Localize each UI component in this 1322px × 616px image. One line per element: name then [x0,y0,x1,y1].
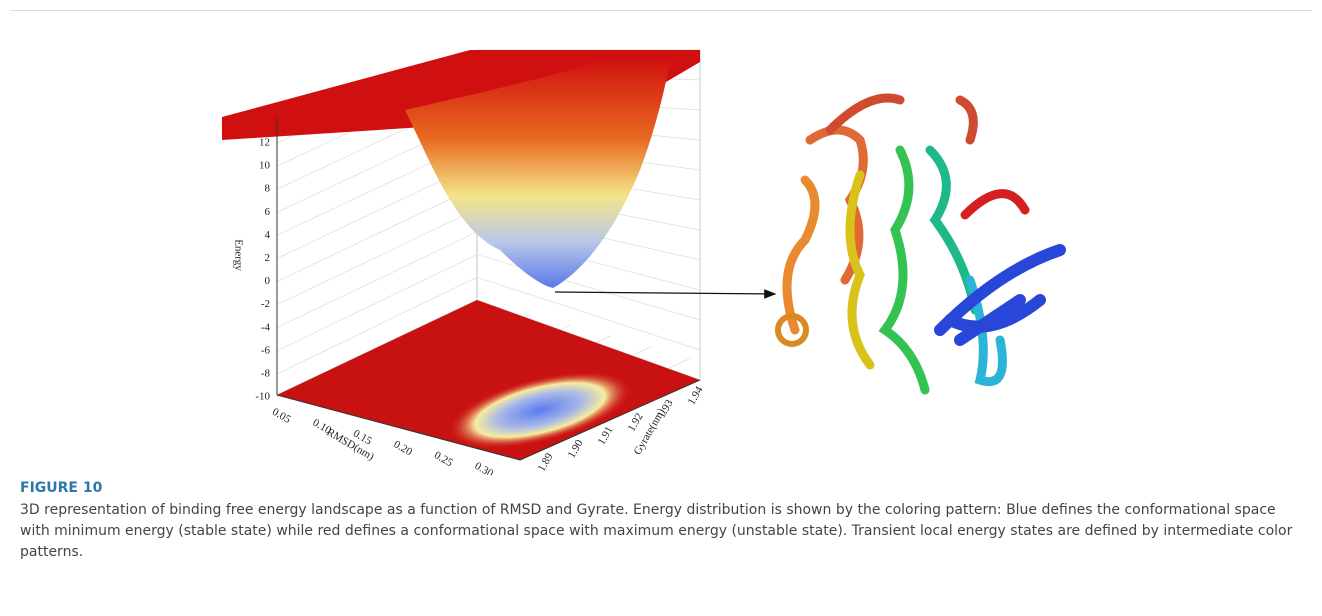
page: 121086420-2-4-6-8-10Energy0.050.100.150.… [0,0,1322,616]
figure-caption: 3D representation of binding free energy… [20,500,1300,563]
x-tick-label: 0.20 [392,438,415,458]
x-tick-label: 0.05 [270,406,293,426]
protein-structure [778,98,1060,390]
z-tick-label: 0 [265,275,271,287]
y-tick-label: 1.89 [536,451,556,474]
z-tick-label: -2 [261,298,270,310]
z-tick-label: 12 [259,137,270,149]
figure-image: 121086420-2-4-6-8-10Energy0.050.100.150.… [0,0,1322,475]
z-tick-label: 10 [259,160,271,172]
z-tick-label: 2 [265,252,271,264]
z-tick-label: -10 [255,391,270,403]
z-axis-label: Energy [232,239,244,271]
x-tick-label: 0.25 [432,449,455,469]
z-tick-label: 8 [265,183,271,195]
figure-label: FIGURE 10 [20,480,102,496]
z-tick-label: -6 [261,344,271,356]
y-tick-label: 1.91 [596,424,616,447]
z-tick-label: 6 [265,206,271,218]
y-tick-label: 1.94 [686,384,706,407]
y-tick-label: 1.90 [566,437,586,460]
x-tick-label: 0.30 [473,460,496,475]
z-tick-label: 4 [265,229,271,241]
z-tick-label: -4 [261,321,271,333]
z-tick-label: -8 [261,367,271,379]
